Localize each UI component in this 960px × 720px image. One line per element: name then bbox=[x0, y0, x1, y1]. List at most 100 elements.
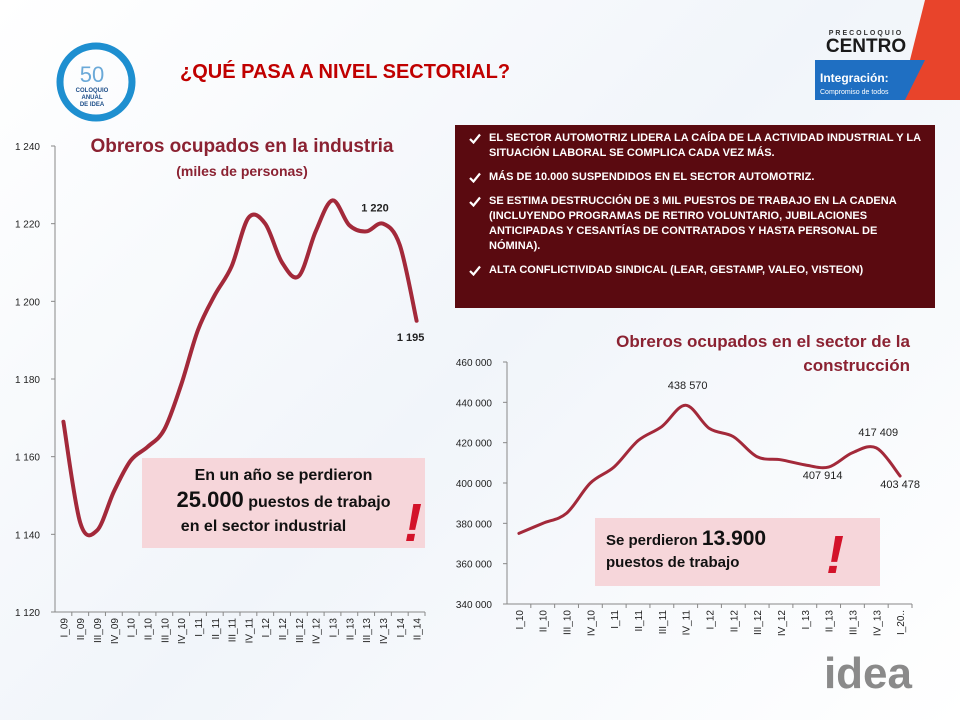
line bbox=[61, 198, 419, 538]
x-tick-label: I_13 bbox=[329, 618, 340, 638]
callout-figure: 25.000 bbox=[176, 487, 244, 512]
x-tick-label: III_11 bbox=[658, 610, 669, 635]
exclamation: ! bbox=[404, 493, 422, 553]
bullet: EL SECTOR AUTOMOTRIZ LIDERA LA CAÍDA DE … bbox=[463, 131, 927, 161]
bullet: MÁS DE 10.000 SUSPENDIDOS EN EL SECTOR A… bbox=[463, 170, 927, 185]
x-tick-label: I_13 bbox=[801, 610, 812, 630]
x-tick-label: I_11 bbox=[610, 610, 621, 629]
callout-text: en el sector industrial bbox=[180, 518, 347, 535]
x-tick-label: II_10 bbox=[144, 618, 155, 641]
deco bbox=[815, 60, 925, 100]
callout-text: Se perdieron bbox=[606, 532, 698, 549]
x-tick-label: I_20.. bbox=[896, 610, 907, 635]
chart-subtitle: (miles de personas) bbox=[176, 163, 308, 179]
y-tick-label: 1 140 bbox=[15, 530, 40, 541]
x-tick-label: II_14 bbox=[413, 618, 424, 641]
data-label: 417 409 bbox=[858, 427, 898, 439]
bullet-text: MÁS DE 10.000 SUSPENDIDOS EN EL SECTOR A… bbox=[489, 171, 815, 183]
x-tick-label: III_12 bbox=[295, 618, 306, 643]
x-tick-label: I_11 bbox=[194, 618, 205, 637]
bullet-text: EL SECTOR AUTOMOTRIZ LIDERA LA CAÍDA DE … bbox=[489, 132, 921, 159]
logo-text: COLOQUIO bbox=[76, 88, 109, 94]
tagline: Compromiso de todos bbox=[820, 89, 889, 96]
y-tick-label: 400 000 bbox=[456, 479, 493, 490]
callout: En un año se perdieron 25.000 puestos de… bbox=[142, 458, 425, 548]
x-tick-label: II_09 bbox=[76, 618, 87, 641]
data-label: 1 195 bbox=[397, 332, 425, 344]
callout-text: 25.000 puestos de trabajo bbox=[142, 488, 425, 515]
region: CENTRO bbox=[826, 36, 906, 57]
line bbox=[517, 403, 902, 535]
pre-label: PRECOLOQUIO bbox=[829, 30, 904, 37]
check-icon bbox=[469, 196, 481, 207]
exclamation: ! bbox=[826, 525, 844, 585]
y-tick-label: 1 200 bbox=[15, 297, 40, 308]
logo-text: ANUAL bbox=[82, 95, 103, 101]
x-tick-label: III_13 bbox=[362, 618, 373, 643]
x-tick-label: II_11 bbox=[211, 618, 222, 640]
x-tick-label: III_13 bbox=[848, 610, 859, 635]
x-tick-label: I_12 bbox=[706, 610, 717, 630]
y-tick-label: 440 000 bbox=[456, 398, 493, 409]
bullet: ALTA CONFLICTIVIDAD SINDICAL (LEAR, GEST… bbox=[463, 263, 927, 278]
x-tick-label: IV_13 bbox=[379, 618, 390, 645]
x-tick-label: II_13 bbox=[825, 610, 836, 633]
x-tick-label: IV_10 bbox=[586, 610, 597, 637]
check-icon bbox=[469, 172, 481, 183]
x-tick-label: IV_11 bbox=[244, 618, 255, 644]
x-tick-label: I_12 bbox=[261, 618, 272, 638]
x-tick-label: I_10 bbox=[515, 610, 526, 630]
x-tick-label: I_10 bbox=[127, 618, 138, 638]
y-tick-label: 340 000 bbox=[456, 600, 493, 611]
y-tick-label: 420 000 bbox=[456, 439, 493, 450]
x-tick-label: III_10 bbox=[160, 618, 171, 643]
y-tick-label: 380 000 bbox=[456, 519, 493, 530]
bullet-text: SE ESTIMA DESTRUCCIÓN DE 3 MIL PUESTOS D… bbox=[489, 195, 897, 252]
y-tick-label: 1 240 bbox=[15, 142, 40, 153]
y-tick-label: 1 220 bbox=[15, 220, 40, 231]
y-tick-label: 1 160 bbox=[15, 453, 40, 464]
data-label: 403 478 bbox=[880, 479, 920, 491]
callout-figure: 13.900 bbox=[701, 527, 767, 550]
x-tick-label: IV_09 bbox=[110, 618, 121, 645]
y-tick-label: 360 000 bbox=[456, 560, 493, 571]
x-tick-label: II_13 bbox=[345, 618, 356, 641]
x-tick-label: III_12 bbox=[753, 610, 764, 635]
bullet-box: EL SECTOR AUTOMOTRIZ LIDERA LA CAÍDA DE … bbox=[455, 125, 935, 308]
data-label: 438 570 bbox=[668, 380, 708, 392]
x-tick-label: II_12 bbox=[729, 610, 740, 633]
logo-ring bbox=[56, 42, 136, 122]
brand: idea bbox=[824, 649, 913, 698]
y-tick-label: 1 180 bbox=[15, 375, 40, 386]
x-tick-label: II_12 bbox=[278, 618, 289, 641]
callout-text: puestos de trabajo bbox=[606, 554, 740, 571]
x-tick-label: III_11 bbox=[228, 618, 239, 643]
callout-text: puestos de trabajo bbox=[248, 494, 391, 511]
chart-title: Obreros ocupados en el sector de la cons… bbox=[616, 332, 910, 375]
x-tick-label: II_10 bbox=[539, 610, 550, 633]
x-tick-label: IV_11 bbox=[682, 610, 693, 636]
bullet: SE ESTIMA DESTRUCCIÓN DE 3 MIL PUESTOS D… bbox=[463, 194, 927, 254]
check-icon bbox=[469, 265, 481, 276]
logo-number: 50 bbox=[80, 62, 104, 87]
slide-title: ¿QUÉ PASA A NIVEL SECTORIAL? bbox=[180, 60, 510, 83]
chart-title: Obreros ocupados en la industria bbox=[90, 136, 393, 157]
x-tick-label: IV_12 bbox=[312, 618, 323, 645]
x-tick-label: I_09 bbox=[59, 618, 70, 638]
data-label: 407 914 bbox=[803, 470, 843, 482]
y-tick-label: 460 000 bbox=[456, 358, 493, 369]
x-tick-label: III_10 bbox=[563, 610, 574, 635]
x-tick-label: IV_12 bbox=[777, 610, 788, 637]
callout: Se perdieron 13.900 puestos de trabajo bbox=[595, 518, 880, 586]
bullet-text: ALTA CONFLICTIVIDAD SINDICAL (LEAR, GEST… bbox=[489, 264, 864, 276]
x-tick-label: IV_13 bbox=[872, 610, 883, 637]
x-tick-label: I_14 bbox=[396, 618, 407, 638]
callout-text: Se perdieron 13.900 bbox=[606, 528, 880, 552]
x-tick-label: IV_10 bbox=[177, 618, 188, 645]
y-tick-label: 1 120 bbox=[15, 608, 40, 619]
check-icon bbox=[469, 133, 481, 144]
theme: Integración: bbox=[820, 71, 889, 85]
logo-text: DE IDEA bbox=[80, 102, 105, 108]
